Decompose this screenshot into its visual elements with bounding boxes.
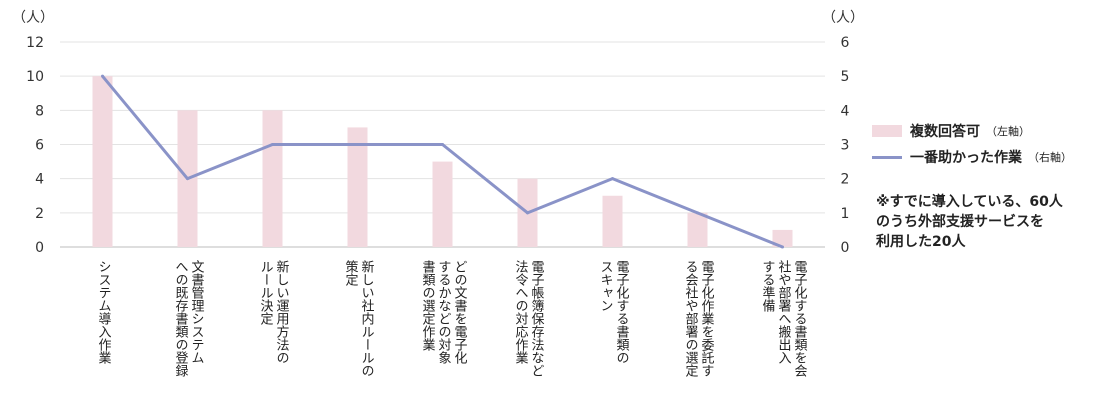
right-tick-label: 2: [841, 172, 850, 188]
left-axis-ticks: 0 2 4 6 8 10 12: [26, 35, 44, 256]
left-tick-label: 4: [35, 172, 44, 188]
category-label: 電子化作業を委託す る会社や部署の選定: [682, 260, 714, 377]
line-point: [356, 143, 359, 146]
category-label: 新しい社内ルールの 策定: [342, 260, 374, 377]
line-point: [526, 211, 529, 215]
line-point: [101, 74, 104, 78]
left-tick-label: 2: [35, 206, 44, 222]
category-label: どの文書を電子化 するかなどの対象 書類の選定作業: [419, 260, 467, 364]
line-point: [271, 143, 274, 146]
left-tick-label: 0: [35, 240, 44, 256]
right-tick-label: 3: [841, 138, 850, 154]
left-tick-label: 8: [35, 103, 44, 119]
left-axis-unit: （人）: [12, 10, 54, 26]
right-tick-label: 1: [841, 206, 850, 222]
legend-label-bar: 複数回答可: [910, 124, 980, 140]
category-label: 電子化する書類の スキャン: [597, 260, 629, 364]
legend-item-line: 一番助かった作業 （右軸）: [872, 144, 1112, 170]
category-label: 新しい運用方法の ルール決定: [257, 260, 289, 364]
line-series: [101, 74, 784, 249]
legend-note-line: （右軸）: [1028, 151, 1072, 164]
category-label: システム導入作業: [95, 260, 111, 364]
left-tick-label: 6: [35, 138, 44, 154]
legend: 複数回答可 （左軸） 一番助かった作業 （右軸）: [872, 118, 1112, 170]
legend-swatch-line: [872, 155, 902, 159]
right-axis-unit: （人）: [822, 10, 864, 26]
bar: [687, 212, 708, 247]
legend-swatch-bar: [872, 125, 902, 137]
bar: [432, 161, 453, 247]
line-point: [696, 211, 699, 215]
left-tick-label: 12: [26, 35, 44, 51]
bar: [772, 229, 793, 247]
right-tick-label: 4: [841, 103, 850, 119]
left-tick-label: 10: [26, 69, 44, 85]
line-point: [441, 143, 444, 146]
legend-item-bar: 複数回答可 （左軸）: [872, 118, 1112, 144]
legend-note-bar: （左軸）: [986, 125, 1030, 138]
bar: [262, 110, 283, 247]
category-label: 電子化する書類を会 社や部署へ搬出入 する準備: [759, 260, 807, 377]
right-tick-label: 0: [841, 240, 850, 256]
bar-series: [92, 76, 793, 248]
category-label: 文書管理システム への既存書類の登録: [172, 260, 204, 377]
footnote: ※すでに導入している、60人 のうち外部支援サービスを 利用した20人: [876, 194, 1063, 250]
legend-label-line: 一番助かった作業: [910, 150, 1022, 166]
line-point: [611, 177, 614, 181]
category-label: 電子帳簿保存法など 法令への対応作業: [512, 260, 544, 377]
right-axis-ticks: 0 1 2 3 4 5 6: [841, 35, 850, 256]
bar: [602, 195, 623, 247]
bar: [92, 76, 113, 248]
right-tick-label: 5: [841, 69, 850, 85]
line-point: [186, 177, 189, 181]
bar: [347, 127, 368, 247]
right-tick-label: 6: [841, 35, 850, 51]
line-point: [781, 245, 784, 249]
